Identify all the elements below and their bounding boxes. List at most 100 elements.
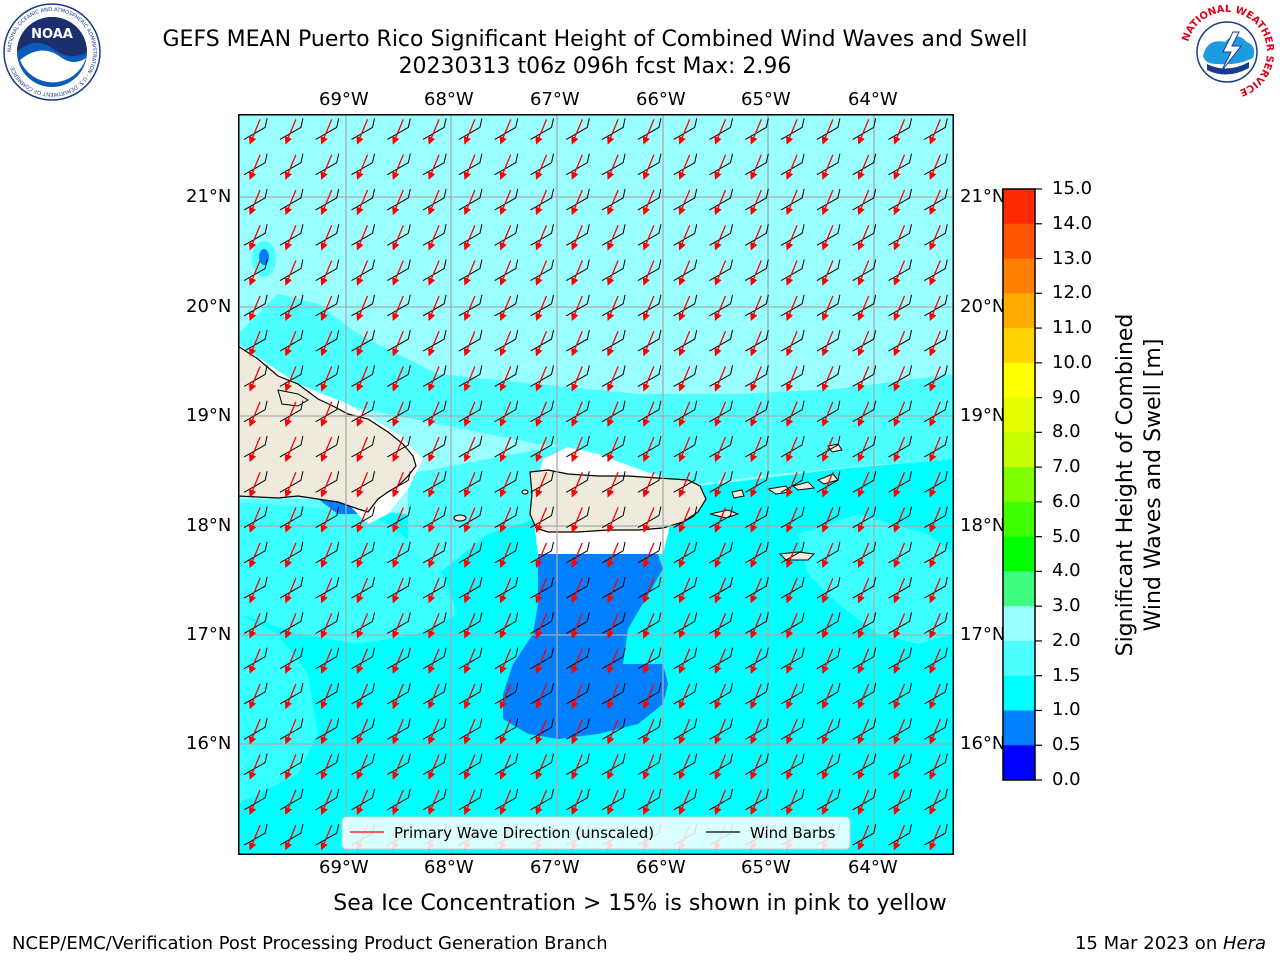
wind-barb xyxy=(780,118,805,140)
wave-direction-arrow xyxy=(750,330,762,357)
wave-direction-arrow xyxy=(499,472,512,498)
wind-barb xyxy=(243,647,268,670)
wave-direction-arrow xyxy=(249,683,261,710)
wind-barb xyxy=(888,435,912,458)
wave-direction-arrow xyxy=(284,754,297,780)
wave-direction-arrow xyxy=(642,260,655,286)
wave-direction-arrow xyxy=(786,189,798,216)
colorbar-tick-label: 5.0 xyxy=(1052,525,1081,547)
wind-barb xyxy=(780,400,805,423)
lat-label-left-20n: 20°N xyxy=(186,296,232,317)
wave-direction-arrow xyxy=(714,401,727,427)
wave-direction-arrow xyxy=(356,613,369,639)
wind-barb xyxy=(458,435,483,458)
colorbar-segment xyxy=(1003,571,1035,607)
wind-barb xyxy=(315,753,340,775)
wave-direction-arrow xyxy=(320,789,333,816)
wave-direction-arrow xyxy=(463,613,476,639)
wind-barb xyxy=(745,788,769,811)
wave-direction-arrow xyxy=(463,154,476,180)
wind-barb xyxy=(530,294,554,317)
wave-direction-arrow xyxy=(428,472,440,498)
lon-label-top-64w: 64°W xyxy=(848,89,898,110)
wind-barb xyxy=(852,400,877,423)
wind-barb xyxy=(816,188,841,211)
wind-barb xyxy=(709,294,733,317)
wave-direction-arrow xyxy=(499,754,512,780)
wave-direction-arrow xyxy=(535,295,548,322)
wave-direction-arrow xyxy=(249,824,261,851)
wind-barb xyxy=(566,188,590,211)
footer-credit: NCEP/EMC/Verification Post Processing Pr… xyxy=(12,933,608,954)
wind-barb xyxy=(530,718,554,740)
wave-direction-arrow xyxy=(678,119,691,145)
wave-direction-arrow xyxy=(857,295,870,322)
wind-barb xyxy=(387,647,411,670)
wave-direction-arrow xyxy=(678,648,691,674)
wave-direction-arrow xyxy=(535,366,548,392)
wind-barb xyxy=(530,365,554,387)
wave-direction-arrow xyxy=(714,683,727,710)
wave-direction-arrow xyxy=(392,225,404,251)
wave-direction-arrow xyxy=(284,824,297,851)
wave-band-1.5-2-a xyxy=(238,294,954,449)
wave-direction-arrow xyxy=(786,401,798,427)
lat-label-right-19n: 19°N xyxy=(960,405,1006,426)
wind-barb xyxy=(709,224,733,246)
wind-barb xyxy=(458,259,483,281)
wind-barb xyxy=(279,471,304,493)
wind-barb xyxy=(852,647,877,670)
wave-direction-arrow xyxy=(499,119,512,145)
wind-barb xyxy=(566,294,590,317)
wave-direction-arrow xyxy=(320,260,333,286)
wave-direction-arrow xyxy=(571,330,583,357)
lon-label-top-66w: 66°W xyxy=(636,89,686,110)
wave-direction-arrow xyxy=(284,648,297,674)
wave-direction-arrow xyxy=(284,401,297,427)
wave-direction-arrow xyxy=(678,366,691,392)
mona-island xyxy=(453,514,467,522)
wave-direction-arrow xyxy=(642,436,655,463)
wind-barb xyxy=(458,471,483,493)
wave-direction-arrow xyxy=(678,330,691,357)
lon-label-bottom-64w: 64°W xyxy=(848,857,898,878)
wave-direction-arrow xyxy=(821,577,834,604)
wave-direction-arrow xyxy=(929,789,941,816)
wave-direction-arrow xyxy=(499,507,512,533)
wave-direction-arrow xyxy=(571,719,583,745)
wave-direction-arrow xyxy=(821,436,834,463)
wind-barb xyxy=(852,330,877,352)
wave-direction-arrow xyxy=(750,507,762,533)
wave-direction-arrow xyxy=(821,542,834,569)
wave-direction-arrow xyxy=(463,789,476,816)
wind-barb xyxy=(315,577,340,599)
wind-barb xyxy=(279,330,304,352)
wind-barb xyxy=(243,259,268,281)
wind-barb xyxy=(494,647,519,670)
wave-direction-arrow xyxy=(320,472,333,498)
wind-barb xyxy=(780,682,805,705)
wave-direction-arrow xyxy=(535,613,548,639)
wave-direction-arrow xyxy=(607,472,619,498)
wave-direction-arrow xyxy=(929,366,941,392)
wave-direction-arrow xyxy=(642,295,655,322)
wind-barb xyxy=(601,541,626,564)
wind-barb xyxy=(745,118,769,140)
wave-direction-arrow xyxy=(463,225,476,251)
wave-direction-arrow xyxy=(893,789,906,816)
wave-direction-arrow xyxy=(356,119,369,145)
wind-barb xyxy=(422,471,447,493)
wave-direction-arrow xyxy=(893,648,906,674)
wind-barb xyxy=(924,294,948,317)
wave-direction-arrow xyxy=(786,436,798,463)
wave-direction-arrow xyxy=(535,542,548,569)
wave-direction-arrow xyxy=(714,648,727,674)
wave-direction-arrow xyxy=(320,507,333,533)
wind-barb xyxy=(709,118,733,140)
wave-direction-arrow xyxy=(284,542,297,569)
wave-direction-arrow xyxy=(499,683,512,710)
colorbar-segment xyxy=(1003,536,1035,572)
wind-barb xyxy=(351,400,375,423)
wind-barb xyxy=(709,330,733,352)
wave-direction-arrow xyxy=(356,542,369,569)
